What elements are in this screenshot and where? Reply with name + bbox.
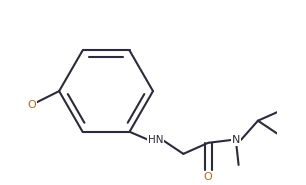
Text: HN: HN <box>148 135 163 145</box>
Text: O: O <box>27 100 36 110</box>
Text: O: O <box>204 172 213 182</box>
Text: N: N <box>232 135 240 145</box>
